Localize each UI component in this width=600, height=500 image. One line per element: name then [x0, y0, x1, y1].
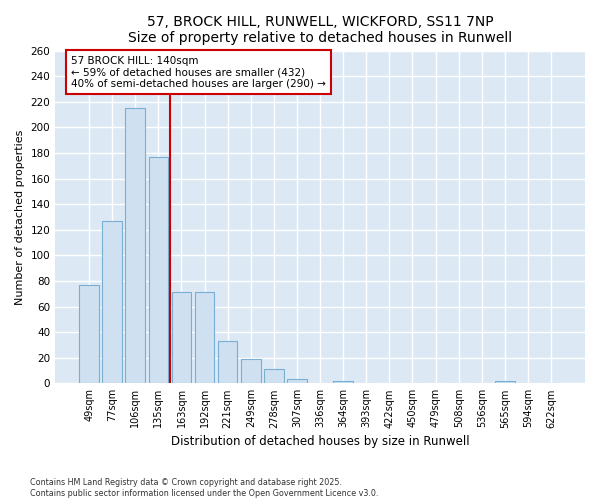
Bar — [334, 381, 353, 384]
X-axis label: Distribution of detached houses by size in Runwell: Distribution of detached houses by size … — [171, 434, 469, 448]
Text: Contains HM Land Registry data © Crown copyright and database right 2025.
Contai: Contains HM Land Registry data © Crown c… — [30, 478, 379, 498]
Bar — [495, 381, 515, 384]
Bar — [172, 292, 191, 384]
Title: 57, BROCK HILL, RUNWELL, WICKFORD, SS11 7NP
Size of property relative to detache: 57, BROCK HILL, RUNWELL, WICKFORD, SS11 … — [128, 15, 512, 45]
Bar — [149, 157, 168, 384]
Text: 57 BROCK HILL: 140sqm
← 59% of detached houses are smaller (432)
40% of semi-det: 57 BROCK HILL: 140sqm ← 59% of detached … — [71, 56, 326, 88]
Bar — [218, 341, 238, 384]
Bar — [103, 221, 122, 384]
Y-axis label: Number of detached properties: Number of detached properties — [15, 129, 25, 304]
Bar — [195, 292, 214, 384]
Bar — [264, 369, 284, 384]
Bar — [79, 285, 99, 384]
Bar — [287, 380, 307, 384]
Bar — [125, 108, 145, 384]
Bar — [241, 359, 260, 384]
